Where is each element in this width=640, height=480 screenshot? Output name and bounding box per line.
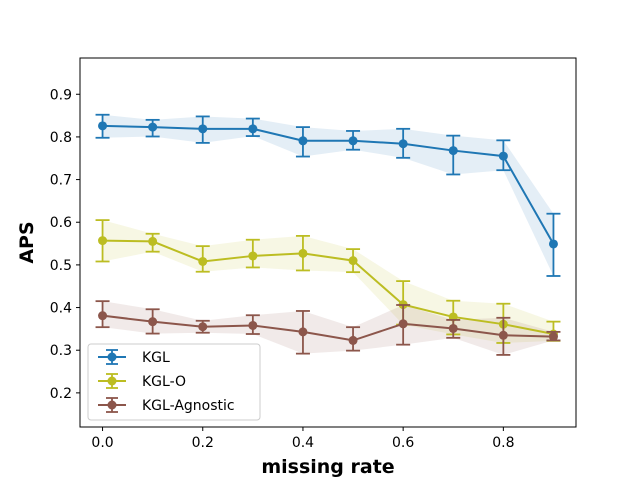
- kgl-series: [95, 113, 561, 277]
- x-tick-label: 0.0: [91, 435, 113, 451]
- kgl-agnostic-point: [298, 327, 308, 337]
- x-tick-label: 0.2: [192, 435, 214, 451]
- kgl-o-point: [298, 248, 308, 258]
- legend-label: KGL-Agnostic: [142, 398, 235, 414]
- kgl-agnostic-point: [448, 323, 458, 333]
- kgl-point: [198, 124, 208, 134]
- x-tick-label: 0.6: [392, 435, 414, 451]
- y-tick-label: 0.4: [50, 301, 72, 317]
- legend: KGL KGL-O KGL-Agnostic: [87, 343, 261, 421]
- y-tick-label: 0.2: [50, 386, 72, 402]
- kgl-agnostic-point: [498, 330, 508, 340]
- kgl-agnostic-series: [95, 300, 561, 356]
- y-tick-label: 0.3: [50, 343, 72, 359]
- legend-marker: [107, 376, 117, 386]
- y-tick-label: 0.5: [50, 258, 72, 274]
- legend-entry-kgl: KGL: [98, 349, 170, 366]
- y-axis-title: APS: [16, 221, 38, 263]
- kgl-o-point: [198, 256, 208, 266]
- legend-box: [87, 343, 261, 421]
- kgl-o-point: [348, 256, 358, 266]
- kgl-point: [98, 121, 108, 131]
- kgl-point: [448, 146, 458, 156]
- confidence-bands: [102, 114, 554, 355]
- kgl-agnostic-band: [102, 301, 554, 355]
- kgl-point: [298, 136, 308, 146]
- y-tick-label: 0.9: [50, 87, 72, 103]
- series-layer: [95, 113, 561, 356]
- kgl-o-line: [102, 239, 554, 335]
- legend-label: KGL: [142, 350, 170, 366]
- kgl-band: [102, 114, 554, 276]
- kgl-agnostic-point: [398, 319, 408, 329]
- legend-entry-kgl-agnostic: KGL-Agnostic: [98, 397, 235, 414]
- kgl-agnostic-point: [98, 311, 108, 321]
- kgl-agnostic-point: [348, 335, 358, 345]
- kgl-agnostic-line: [102, 314, 554, 342]
- legend-entry-kgl-o: KGL-O: [98, 373, 186, 390]
- kgl-o-point: [148, 236, 158, 246]
- y-tick-label: 0.8: [50, 130, 72, 146]
- kgl-point: [548, 239, 558, 249]
- kgl-agnostic-point: [198, 322, 208, 332]
- kgl-point: [398, 139, 408, 149]
- kgl-point: [498, 151, 508, 161]
- legend-marker: [107, 352, 117, 362]
- x-axis: 0.0 0.2 0.4 0.6 0.8: [91, 427, 514, 451]
- kgl-o-point: [248, 251, 258, 261]
- kgl-agnostic-point: [148, 317, 158, 327]
- y-tick-label: 0.7: [50, 173, 72, 189]
- plot-area-frame: [79, 57, 577, 428]
- x-tick-label: 0.4: [292, 435, 314, 451]
- kgl-o-band: [102, 220, 554, 343]
- kgl-point: [248, 124, 258, 134]
- kgl-point: [348, 136, 358, 146]
- legend-items: KGL KGL-O KGL-Agnostic: [98, 349, 235, 414]
- legend-marker: [107, 400, 117, 410]
- kgl-agnostic-point: [548, 332, 558, 342]
- x-tick-label: 0.8: [492, 435, 514, 451]
- y-axis: 0.2 0.3 0.4 0.5 0.6 0.7 0.8 0.9: [50, 87, 80, 402]
- kgl-point: [148, 122, 158, 132]
- kgl-line: [102, 124, 555, 245]
- kgl-o-point: [98, 236, 108, 246]
- y-tick-label: 0.6: [50, 215, 72, 231]
- legend-label: KGL-O: [142, 374, 186, 390]
- kgl-agnostic-point: [248, 320, 258, 330]
- x-axis-title: missing rate: [261, 456, 394, 478]
